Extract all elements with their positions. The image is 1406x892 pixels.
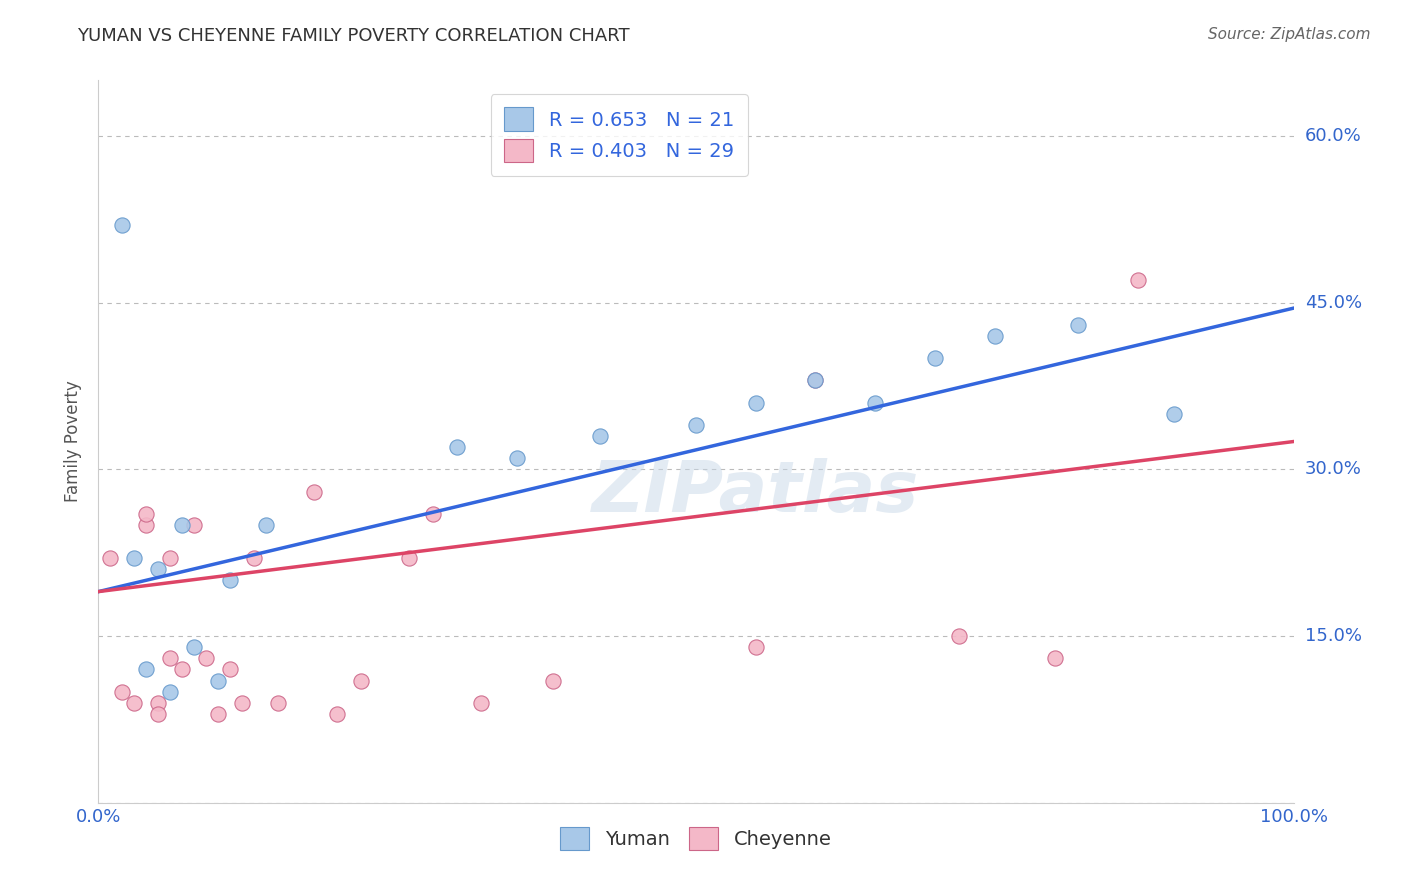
Point bbox=[172, 662, 194, 676]
Point bbox=[350, 673, 373, 688]
Point bbox=[804, 373, 827, 387]
Text: 60.0%: 60.0% bbox=[1305, 127, 1361, 145]
Point bbox=[135, 507, 157, 521]
Text: ZIPatlas: ZIPatlas bbox=[592, 458, 920, 526]
Point bbox=[148, 696, 170, 710]
Point bbox=[1128, 273, 1150, 287]
Point bbox=[589, 429, 612, 443]
Point bbox=[111, 218, 134, 232]
Point bbox=[207, 673, 229, 688]
Point bbox=[183, 517, 205, 532]
Point bbox=[1043, 651, 1066, 665]
Point bbox=[124, 551, 146, 566]
Point bbox=[1163, 407, 1185, 421]
Point bbox=[219, 662, 242, 676]
Point bbox=[183, 640, 205, 655]
Text: 45.0%: 45.0% bbox=[1305, 293, 1362, 311]
Point bbox=[745, 395, 768, 409]
Text: YUMAN VS CHEYENNE FAMILY POVERTY CORRELATION CHART: YUMAN VS CHEYENNE FAMILY POVERTY CORRELA… bbox=[77, 27, 630, 45]
Point bbox=[398, 551, 420, 566]
Point bbox=[804, 373, 827, 387]
Point bbox=[470, 696, 492, 710]
Point bbox=[267, 696, 290, 710]
Point bbox=[865, 395, 887, 409]
Point bbox=[207, 706, 229, 721]
Point bbox=[506, 451, 529, 466]
Point bbox=[148, 706, 170, 721]
Point bbox=[159, 651, 181, 665]
Point bbox=[219, 574, 242, 588]
Point bbox=[254, 517, 277, 532]
Point bbox=[302, 484, 325, 499]
Point bbox=[446, 440, 468, 454]
Point bbox=[984, 329, 1007, 343]
Text: Source: ZipAtlas.com: Source: ZipAtlas.com bbox=[1208, 27, 1371, 42]
Text: 30.0%: 30.0% bbox=[1305, 460, 1361, 478]
Point bbox=[195, 651, 218, 665]
Point bbox=[422, 507, 444, 521]
Legend: Yuman, Cheyenne: Yuman, Cheyenne bbox=[553, 819, 839, 858]
Point bbox=[541, 673, 564, 688]
Point bbox=[745, 640, 768, 655]
Point bbox=[98, 551, 122, 566]
Point bbox=[159, 551, 181, 566]
Point bbox=[685, 417, 707, 432]
Point bbox=[135, 517, 157, 532]
Point bbox=[148, 562, 170, 576]
Point bbox=[1067, 318, 1090, 332]
Point bbox=[124, 696, 146, 710]
Point bbox=[111, 684, 134, 698]
Y-axis label: Family Poverty: Family Poverty bbox=[65, 381, 83, 502]
Point bbox=[924, 351, 946, 366]
Point bbox=[159, 684, 181, 698]
Point bbox=[135, 662, 157, 676]
Point bbox=[243, 551, 266, 566]
Point bbox=[172, 517, 194, 532]
Point bbox=[326, 706, 349, 721]
Point bbox=[231, 696, 253, 710]
Text: 15.0%: 15.0% bbox=[1305, 627, 1361, 645]
Point bbox=[948, 629, 970, 643]
